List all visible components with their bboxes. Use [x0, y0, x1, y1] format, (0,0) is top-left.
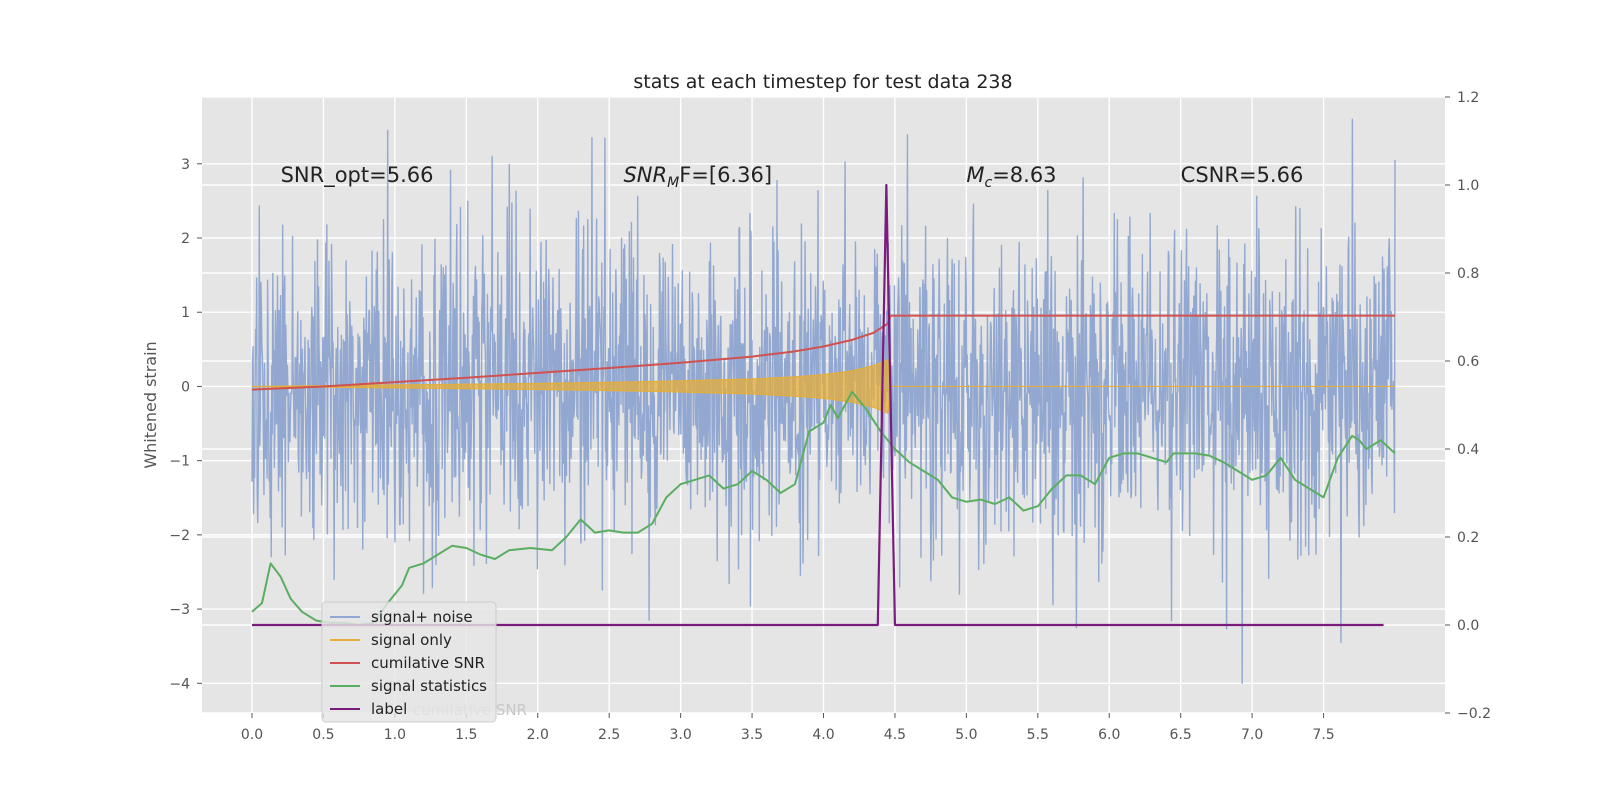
series-layer [251, 118, 1396, 685]
y-tick-label: −2 [169, 528, 190, 544]
legend-entry: signal only [371, 631, 452, 649]
series-signal-noise [251, 118, 1396, 685]
x-tick-label: 4.0 [812, 727, 834, 743]
x-tick-label: 7.0 [1241, 727, 1263, 743]
x-tick-label: 3.5 [741, 727, 763, 743]
y2-tick-label: 1.2 [1457, 90, 1479, 106]
annotation: CSNR=5.66 [1181, 163, 1304, 187]
annotation: Mc=8.63 [966, 163, 1056, 191]
y2-tick-label: 0.0 [1457, 618, 1479, 634]
y2-tick-label: 0.8 [1457, 266, 1479, 282]
series-signal-statistics [251, 390, 1396, 626]
y-tick-label: 0 [181, 379, 190, 395]
x-tick-label: 2.5 [598, 727, 620, 743]
y2-tick-label: 0.4 [1457, 442, 1479, 458]
y-tick-label: 2 [181, 231, 190, 247]
series-label [252, 183, 1384, 627]
legend-entry: signal+ noise [371, 608, 473, 626]
y2-tick-label: 1.0 [1457, 178, 1479, 194]
x-axis: 0.0 0.5 1.0 1.5 2.0 2.5 3.0 3.5 4.0 4.5 5.0 5.5 6.0 6… [241, 713, 1335, 743]
x-tick-label: 1.5 [455, 727, 477, 743]
y2-tick-label: 0.6 [1457, 354, 1479, 370]
x-tick-label: 0.0 [241, 727, 263, 743]
y2-tick-label: 0.2 [1457, 530, 1479, 546]
legend-box [321, 601, 497, 723]
x-tick-label: 5.5 [1027, 727, 1049, 743]
x-tick-label: 6.5 [1170, 727, 1192, 743]
chart-title: stats at each timestep for test data 238 [633, 71, 1012, 93]
x-tick-label: 1.0 [384, 727, 406, 743]
y-tick-label: 1 [181, 305, 190, 321]
annotations: SNR_opt=5.66 SNRMF=[6.36] Mc=8.63 CSNR=5.66 [281, 163, 1304, 191]
annotation: SNR_opt=5.66 [281, 163, 434, 188]
x-tick-label: 4.5 [884, 727, 906, 743]
legend-entry: cumilative SNR [371, 654, 485, 672]
x-tick-label: 7.5 [1312, 727, 1334, 743]
x-tick-label: 5.0 [955, 727, 977, 743]
y-axis-label: Whitened strain [141, 341, 160, 468]
x-tick-label: 3.0 [669, 727, 691, 743]
x-tick-label: 2.0 [527, 727, 549, 743]
y-axis-left: −4 −3 −2 −1 0 1 2 3 [169, 157, 202, 692]
legend-entry: label [371, 700, 407, 718]
y-axis-right: −0.2 0.0 0.2 0.4 0.6 0.8 1.0 1.2 [1445, 90, 1491, 722]
series-signal-only [252, 358, 1395, 415]
y2-tick-label: −0.2 [1457, 706, 1491, 722]
y-tick-label: 3 [181, 157, 190, 173]
x-tick-label: 0.5 [312, 727, 334, 743]
y-tick-label: −4 [169, 676, 190, 692]
legend-entry: signal statistics [371, 677, 487, 695]
y-tick-label: −1 [169, 454, 190, 470]
y-tick-label: −3 [169, 602, 190, 618]
annotation: SNRMF=[6.36] [623, 163, 772, 191]
x-tick-label: 6.0 [1098, 727, 1120, 743]
